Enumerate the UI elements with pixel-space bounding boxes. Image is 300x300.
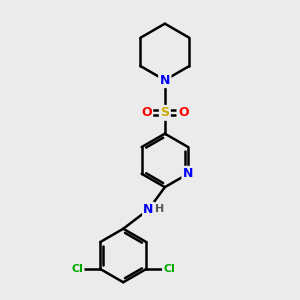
Text: S: S	[160, 106, 169, 119]
Text: O: O	[178, 106, 189, 119]
Text: Cl: Cl	[71, 264, 83, 274]
Text: Cl: Cl	[164, 264, 175, 274]
Text: N: N	[160, 74, 170, 87]
Text: N: N	[183, 167, 193, 180]
Text: O: O	[141, 106, 152, 119]
Text: N: N	[143, 203, 154, 216]
Text: H: H	[155, 204, 164, 214]
